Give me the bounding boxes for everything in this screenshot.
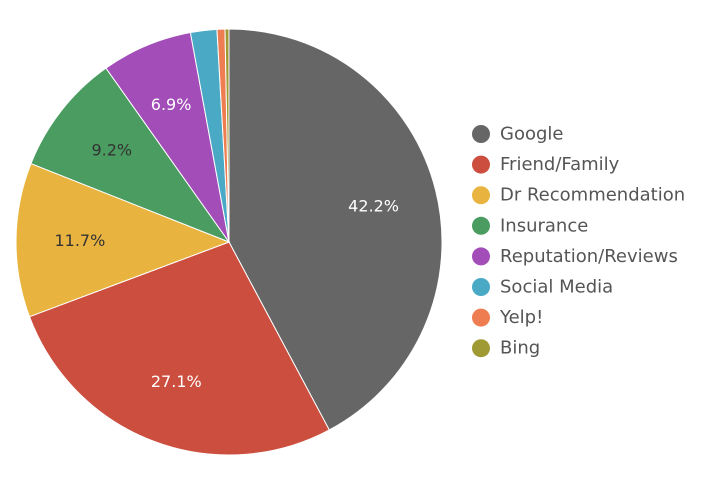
slice-value-label-google: 42.2% (348, 196, 399, 215)
slice-value-label-dr-recommendation: 11.7% (54, 231, 105, 250)
pie-slice-friend-family (28, 241, 330, 456)
pie-slice-bing (224, 28, 230, 243)
pie-slice-labels: 42.2% 27.1% 11.7% 9.2% 6.9% (54, 95, 399, 391)
legend-item-bing: Bing (472, 338, 540, 359)
legend-swatch-reputation-reviews (472, 247, 490, 266)
legend-item-yelp: Yelp! (472, 307, 543, 328)
legend-item-dr-recommendation: Dr Recommendation (472, 185, 685, 206)
legend-swatch-yelp (472, 308, 490, 327)
pie-slices (15, 28, 443, 456)
legend-label-dr-recommendation: Dr Recommendation (500, 185, 685, 206)
pie-slice-insurance (30, 67, 231, 244)
legend-label-insurance: Insurance (500, 215, 588, 236)
legend-item-friend-family: Friend/Family (472, 154, 620, 175)
legend-swatch-friend-family (472, 155, 490, 174)
legend-item-google: Google (472, 124, 563, 145)
legend-label-bing: Bing (500, 338, 540, 359)
legend-item-insurance: Insurance (472, 215, 588, 236)
legend-item-social-media: Social Media (472, 277, 613, 298)
legend-item-reputation-reviews: Reputation/Reviews (472, 246, 678, 267)
legend-label-social-media: Social Media (500, 277, 613, 298)
legend-label-yelp: Yelp! (499, 307, 543, 328)
legend-label-google: Google (500, 124, 563, 145)
legend-swatch-google (472, 125, 490, 143)
legend-swatch-social-media (472, 278, 490, 296)
legend-label-reputation-reviews: Reputation/Reviews (500, 246, 678, 267)
legend-swatch-bing (472, 339, 490, 358)
legend-label-friend-family: Friend/Family (500, 154, 620, 175)
slice-value-label-insurance: 9.2% (91, 140, 132, 159)
legend-swatch-insurance (472, 216, 490, 235)
legend: Google Friend/Family Dr Recommendation Insu… (472, 124, 685, 359)
pie-slice-google (228, 28, 443, 431)
slice-value-label-friend-family: 27.1% (151, 372, 202, 391)
legend-swatch-dr-recommendation (472, 186, 490, 205)
slice-value-label-reputation-reviews: 6.9% (151, 95, 192, 114)
pie-slice-dr-recommendation (15, 162, 231, 318)
